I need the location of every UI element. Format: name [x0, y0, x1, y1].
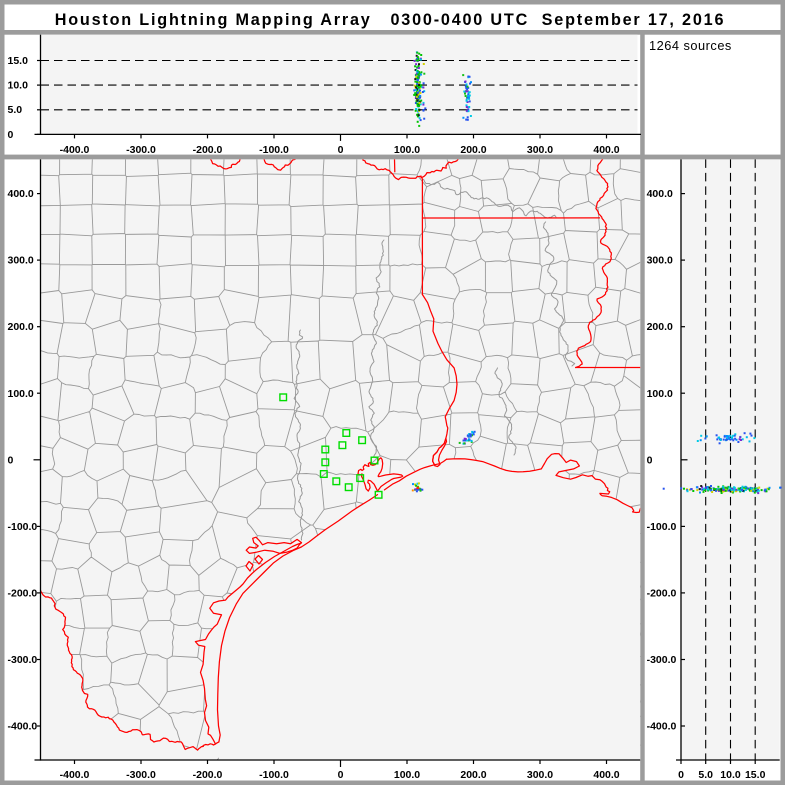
svg-text:15.0: 15.0: [8, 55, 29, 67]
svg-text:10.0: 10.0: [8, 80, 29, 92]
svg-text:5.0: 5.0: [698, 769, 713, 781]
svg-text:-400.0: -400.0: [8, 721, 38, 733]
svg-text:-100.0: -100.0: [259, 144, 289, 156]
svg-text:200.0: 200.0: [460, 144, 486, 156]
svg-text:Houston Lightning Mapping Arra: Houston Lightning Mapping Array 0300-040…: [55, 11, 726, 29]
svg-text:400.0: 400.0: [593, 769, 619, 781]
svg-text:-200.0: -200.0: [193, 144, 223, 156]
svg-text:-300.0: -300.0: [647, 654, 677, 666]
svg-text:-100.0: -100.0: [8, 521, 38, 533]
svg-text:400.0: 400.0: [8, 188, 34, 200]
svg-text:5.0: 5.0: [8, 104, 23, 116]
svg-text:-400.0: -400.0: [60, 769, 90, 781]
svg-text:-200.0: -200.0: [647, 587, 677, 599]
svg-text:-300.0: -300.0: [8, 654, 38, 666]
svg-text:100.0: 100.0: [8, 388, 34, 400]
svg-text:0: 0: [8, 129, 14, 141]
svg-text:300.0: 300.0: [527, 769, 553, 781]
svg-text:-200.0: -200.0: [193, 769, 223, 781]
svg-text:-300.0: -300.0: [126, 144, 156, 156]
svg-text:-300.0: -300.0: [126, 769, 156, 781]
svg-text:400.0: 400.0: [647, 188, 673, 200]
svg-text:400.0: 400.0: [593, 144, 619, 156]
svg-text:100.0: 100.0: [647, 388, 673, 400]
svg-text:-400.0: -400.0: [60, 144, 90, 156]
svg-text:200.0: 200.0: [8, 321, 34, 333]
svg-text:200.0: 200.0: [647, 321, 673, 333]
svg-text:-100.0: -100.0: [647, 521, 677, 533]
svg-text:0: 0: [647, 454, 653, 466]
svg-text:100.0: 100.0: [394, 144, 420, 156]
svg-text:10.0: 10.0: [720, 769, 741, 781]
svg-text:1264 sources: 1264 sources: [649, 38, 732, 53]
svg-text:300.0: 300.0: [527, 144, 553, 156]
svg-text:15.0: 15.0: [745, 769, 766, 781]
svg-text:-200.0: -200.0: [8, 587, 38, 599]
svg-text:300.0: 300.0: [647, 255, 673, 267]
svg-text:0: 0: [8, 454, 14, 466]
svg-text:-400.0: -400.0: [647, 721, 677, 733]
svg-text:200.0: 200.0: [460, 769, 486, 781]
svg-text:0: 0: [338, 144, 344, 156]
svg-text:-100.0: -100.0: [259, 769, 289, 781]
svg-text:0: 0: [338, 769, 344, 781]
svg-text:100.0: 100.0: [394, 769, 420, 781]
svg-text:0: 0: [678, 769, 684, 781]
svg-text:300.0: 300.0: [8, 255, 34, 267]
